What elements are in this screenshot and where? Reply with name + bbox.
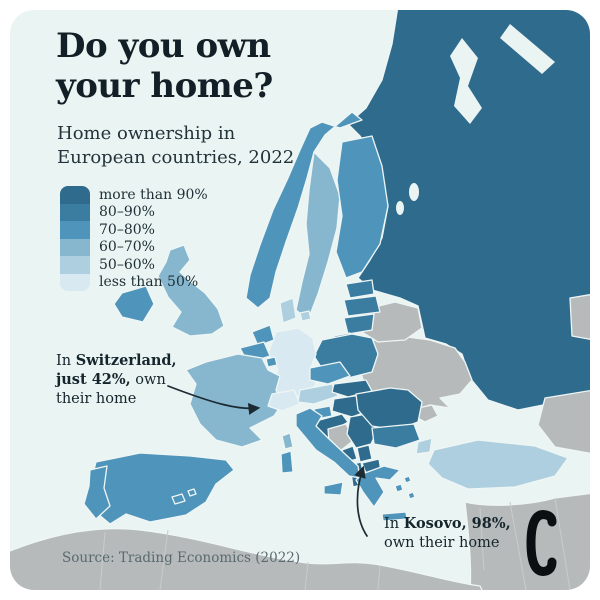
legend-label: 70–80% [99, 221, 155, 238]
annotation-bold: Kosovo, 98%, [403, 515, 511, 532]
brand-logo-icon [526, 510, 557, 576]
legend-swatch [60, 238, 90, 256]
map-country-spain [91, 452, 235, 525]
europe-map [10, 10, 590, 590]
legend-item: 80–90% [60, 203, 208, 221]
map-country-romania [355, 387, 423, 431]
annotation-switzerland: In Switzerland, just 42%, own their home [56, 352, 177, 409]
map-country-bulgaria [371, 423, 421, 449]
map-country-latvia [343, 295, 381, 317]
legend-swatch [60, 221, 90, 239]
map-country-kosovo [356, 444, 373, 463]
switzerland-arrow [167, 385, 261, 415]
subtitle-line-1: Home ownership in [57, 123, 236, 144]
map-country-aegean-isles [394, 475, 416, 500]
map-country-finland [335, 135, 389, 279]
map-country-switzerland [267, 389, 301, 412]
map-country-greece [355, 465, 401, 508]
map-country-france [185, 353, 283, 448]
map-country-austria [297, 383, 339, 405]
map-country-corsica [281, 432, 294, 450]
map-country-denmark-isles [299, 310, 312, 322]
title-line-2: your home? [56, 66, 273, 107]
annotation-text: own their home [384, 534, 500, 551]
infographic-card: Do you own your home? Home ownership in … [10, 10, 590, 590]
annotation-bold: just 42%, [56, 370, 131, 388]
kandalaksha-inlet [500, 24, 555, 74]
annotation-text: In [384, 516, 404, 532]
map-country-sicily [323, 481, 344, 496]
annotation-text: their home [56, 390, 137, 407]
legend-item: 50–60% [60, 256, 208, 274]
map-region-caucasus [537, 389, 590, 454]
africa-borders [99, 529, 381, 590]
annotation-text: own [130, 371, 166, 388]
subtitle-line-2: European countries, 2022 [57, 146, 295, 168]
map-country-netherlands [251, 324, 275, 347]
legend-item: less than 50% [60, 273, 208, 291]
page-subtitle: Home ownership in European countries, 20… [57, 122, 294, 170]
map-region-kazakhstan [569, 294, 590, 340]
legend-item: more than 90% [60, 186, 208, 204]
map-country-czechia [309, 361, 351, 385]
legend-label: more than 90% [99, 186, 208, 203]
map-country-turkey-thrace [415, 437, 433, 455]
page-title: Do you own your home? [56, 26, 273, 106]
legend-swatch [60, 256, 90, 274]
lake-onega [396, 201, 404, 215]
annotation-kosovo: In Kosovo, 98%, own their home [384, 515, 511, 553]
annotation-bold: Switzerland, [75, 352, 177, 369]
white-sea [450, 38, 482, 124]
map-region-north-africa [10, 527, 483, 590]
kosovo-arrow [354, 465, 368, 537]
map-country-ireland [113, 285, 155, 323]
legend: more than 90% 80–90% 70–80% 60–70% 50–60% les… [60, 186, 208, 291]
legend-item: 60–70% [60, 238, 208, 256]
title-line-1: Do you own [56, 26, 271, 66]
mideast-borders [479, 497, 571, 590]
legend-label: less than 50% [99, 274, 199, 291]
map-country-denmark [279, 297, 297, 324]
legend-label: 80–90% [99, 204, 155, 221]
map-country-balearics [171, 488, 197, 505]
legend-label: 60–70% [99, 239, 155, 256]
map-country-luxembourg [265, 356, 278, 368]
source-note: Source: Trading Economics (2022) [62, 550, 301, 566]
map-country-lithuania [343, 313, 375, 335]
map-country-crete [381, 511, 408, 522]
legend-swatch [60, 273, 90, 291]
map-country-portugal [83, 465, 111, 520]
map-country-sardinia [280, 450, 294, 474]
map-country-turkey [427, 439, 569, 490]
legend-item: 70–80% [60, 221, 208, 239]
annotation-text: In [56, 353, 76, 369]
legend-swatch [60, 186, 90, 204]
map-country-estonia [345, 279, 375, 299]
legend-label: 50–60% [99, 256, 155, 273]
map-country-united-kingdom [157, 244, 225, 337]
map-country-norway [245, 111, 363, 309]
legend-swatch [60, 203, 90, 221]
lake-ladoga [409, 183, 419, 201]
